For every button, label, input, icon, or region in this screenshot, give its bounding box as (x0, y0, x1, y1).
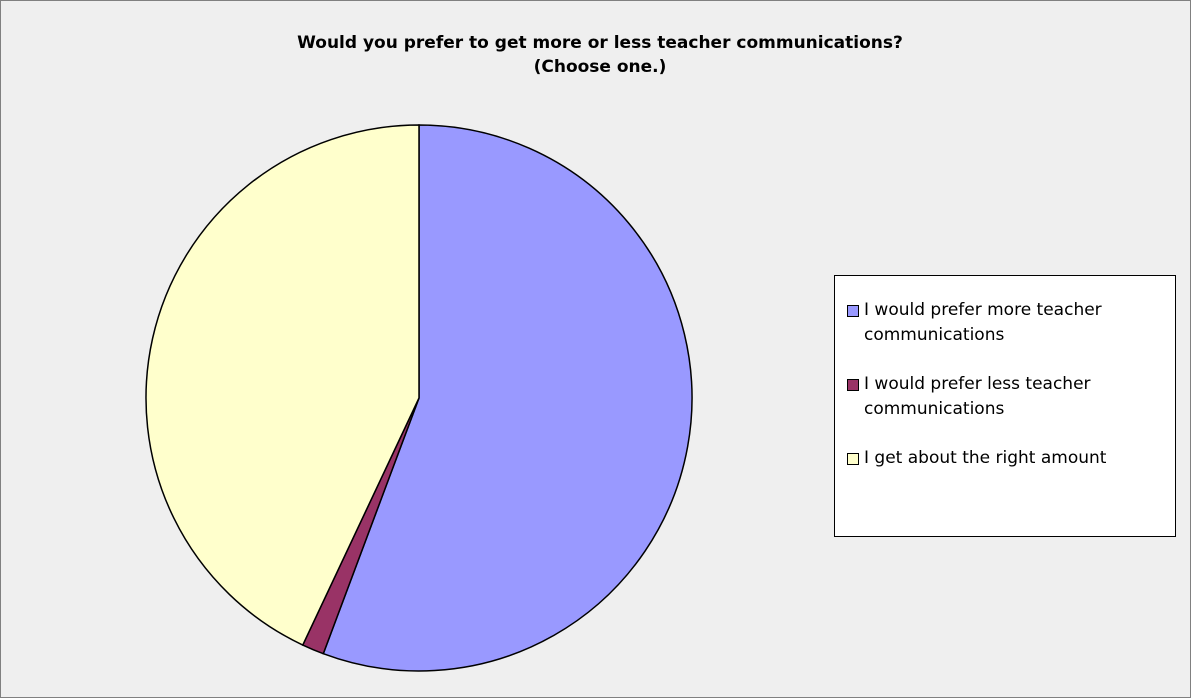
chart-title: Would you prefer to get more or less tea… (297, 33, 903, 53)
legend-swatch (847, 305, 859, 317)
pie-slice (322, 124, 693, 672)
chart-title: (Choose one.) (534, 57, 667, 77)
legend-label: I get about the right amount (864, 448, 1107, 468)
legend: I would prefer more teacher communicatio… (834, 275, 1176, 537)
pie-slice (145, 124, 420, 647)
legend-item: I would prefer more teacher communicatio… (847, 298, 1175, 348)
legend-swatch (847, 453, 859, 465)
legend-label: I would prefer more teacher communicatio… (864, 300, 1102, 345)
legend-item: I would prefer less teacher communicatio… (847, 372, 1175, 422)
legend-item: I get about the right amount (847, 446, 1175, 471)
legend-swatch (847, 379, 859, 391)
legend-label: I would prefer less teacher communicatio… (864, 374, 1091, 419)
